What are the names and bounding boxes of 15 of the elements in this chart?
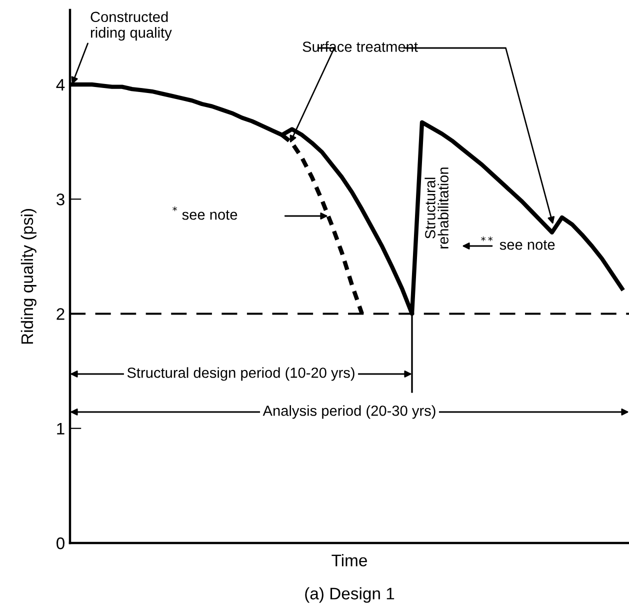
y-tick-label: 1 (57, 422, 64, 434)
annotation: $^{*}$ see note (172, 206, 238, 220)
y-tick-label: 4 (56, 79, 65, 91)
y-tick-label: 2 (56, 308, 64, 320)
annotation: Surface treatment (302, 41, 418, 52)
y-tick-label: 3 (56, 194, 64, 206)
annotation: $^{**}$ see note (481, 236, 555, 250)
y-axis-title: Riding quality (psi) (20, 208, 36, 344)
annotation: Structural rehabilitation (424, 168, 448, 248)
text: (a) Design 1 (305, 587, 394, 603)
annotation: Constructed riding quality (90, 11, 172, 41)
annotation: Structural design period (10-20 yrs) (127, 367, 354, 381)
x-axis-title: Time (332, 554, 367, 566)
annotation: Analysis period (20-30 yrs) (262, 405, 436, 419)
y-tick-label: 0 (56, 537, 64, 550)
